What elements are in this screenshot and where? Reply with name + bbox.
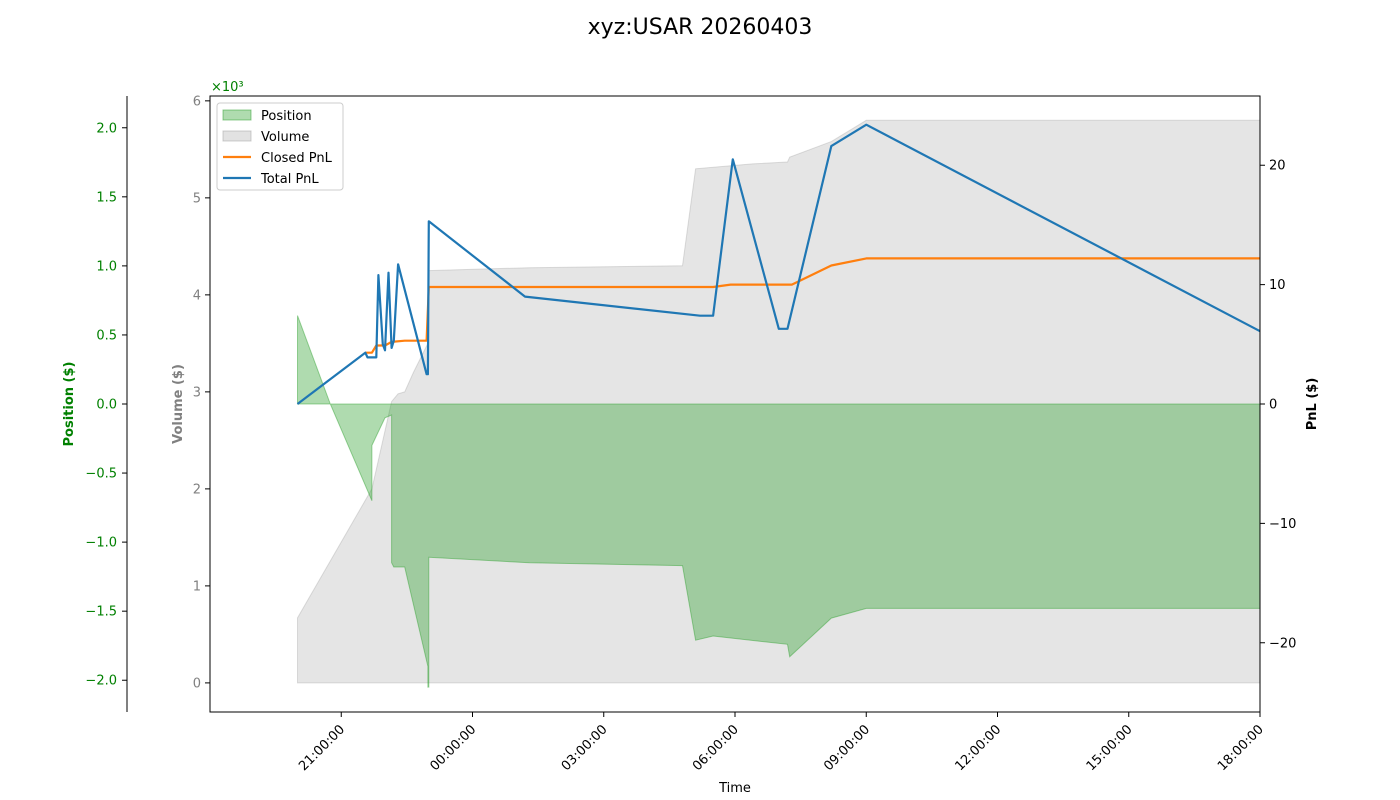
chart-title: xyz:USAR 20260403: [588, 15, 813, 40]
position-scale-note: ×10³: [211, 80, 244, 95]
position-tick-label: −1.5: [85, 605, 117, 620]
pnl-tick-label: 0: [1269, 398, 1277, 413]
x-tick-label: 00:00:00: [427, 722, 479, 774]
legend-swatch: [222, 130, 252, 142]
volume-tick-label: 3: [193, 385, 201, 400]
legend-label: Position: [261, 109, 312, 124]
series-total-pnl-line: [296, 123, 1261, 405]
pnl-axis-label: PnL ($): [1305, 378, 1320, 431]
series-volume-area: [297, 119, 1261, 684]
x-tick-label: 21:00:00: [296, 722, 348, 774]
position-tick-label: 1.5: [96, 190, 117, 205]
legend-box: [216, 102, 344, 191]
x-tick-label: 03:00:00: [559, 722, 611, 774]
position-tick-label: 0.5: [96, 328, 117, 343]
plot-area: [296, 119, 1261, 688]
x-tick-label: 18:00:00: [1215, 722, 1267, 774]
volume-tick-label: 1: [193, 579, 201, 594]
x-tick-label: 06:00:00: [690, 722, 742, 774]
volume-axis-label: Volume ($): [171, 364, 186, 444]
pnl-tick-label: 10: [1269, 278, 1286, 293]
volume-tick-label: 5: [193, 191, 201, 206]
position-tick-label: 0.0: [96, 398, 117, 413]
position-tick-label: −2.0: [85, 674, 117, 689]
x-tick-label: 15:00:00: [1084, 722, 1136, 774]
legend-swatch: [222, 109, 252, 121]
position-tick-label: −0.5: [85, 467, 117, 482]
volume-tick-label: 2: [193, 482, 201, 497]
volume-tick-label: 4: [193, 288, 201, 303]
position-axis-label: Position ($): [62, 362, 77, 447]
x-tick-label: 09:00:00: [821, 722, 873, 774]
series-position-area: [297, 315, 1261, 688]
legend-label: Total PnL: [260, 172, 319, 187]
x-axis-label: Time: [718, 781, 751, 796]
volume-tick-label: 0: [193, 676, 201, 691]
position-tick-label: 1.0: [96, 259, 117, 274]
volume-tick-label: 6: [193, 94, 201, 109]
legend-label: Volume: [261, 130, 309, 145]
position-tick-label: −1.0: [85, 536, 117, 551]
legend-label: Closed PnL: [261, 151, 333, 166]
pnl-tick-label: 20: [1269, 159, 1286, 174]
pnl-tick-label: −10: [1269, 517, 1296, 532]
position-tick-label: 2.0: [96, 121, 117, 136]
pnl-tick-label: −20: [1269, 636, 1296, 651]
x-tick-label: 12:00:00: [952, 722, 1004, 774]
legend: Position Volume Closed PnL Total PnL: [216, 102, 344, 191]
